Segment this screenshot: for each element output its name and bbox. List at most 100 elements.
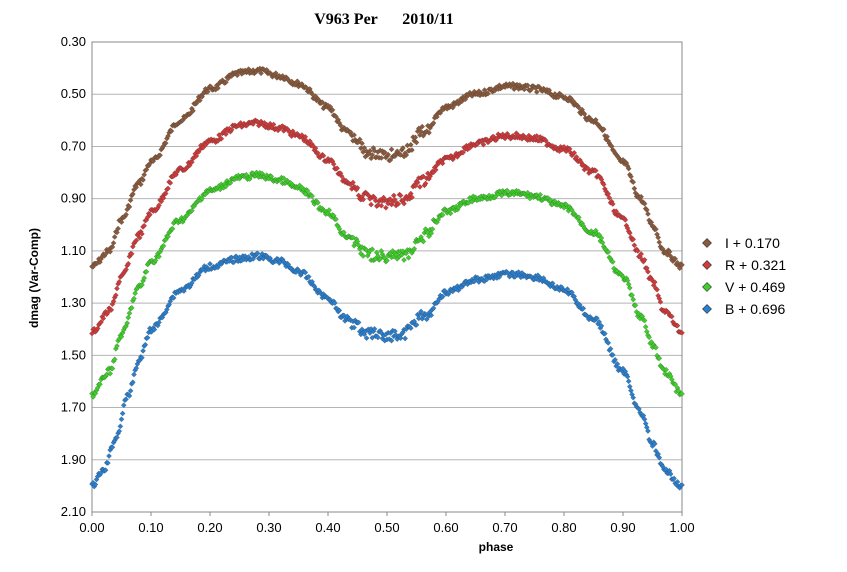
- data-point: [123, 396, 129, 403]
- data-point: [368, 155, 374, 162]
- data-point: [107, 248, 114, 255]
- data-point: [609, 351, 616, 358]
- data-point: [435, 216, 441, 223]
- data-point: [434, 113, 440, 120]
- data-point: [403, 250, 410, 257]
- y-tick-label: 0.70: [61, 138, 86, 153]
- data-point: [119, 410, 126, 417]
- data-point: [409, 194, 415, 201]
- y-axis-ticks: 0.30 0.50 0.70 0.90 1.10 1.30 1.50 1.70 1.90 2.10: [61, 34, 86, 519]
- y-tick-label: 0.90: [61, 191, 86, 206]
- data-point: [333, 113, 339, 120]
- data-point: [641, 256, 648, 263]
- data-point: [118, 416, 125, 423]
- data-point: [381, 149, 388, 156]
- data-point: [668, 313, 675, 320]
- data-point: [419, 123, 426, 130]
- data-point: [600, 181, 607, 188]
- data-point: [137, 181, 144, 188]
- data-point: [109, 365, 116, 372]
- data-point: [630, 236, 637, 243]
- data-point: [124, 320, 131, 327]
- data-point: [109, 244, 116, 250]
- data-point: [356, 136, 363, 143]
- data-point: [369, 246, 376, 253]
- data-point: [674, 479, 681, 485]
- data-point: [116, 428, 123, 435]
- data-point: [102, 467, 109, 474]
- data-point: [384, 257, 390, 264]
- data-point: [129, 379, 136, 386]
- data-point: [333, 216, 339, 223]
- plot-area: [91, 41, 683, 513]
- data-point: [114, 434, 120, 441]
- data-point: [126, 310, 133, 317]
- data-point: [649, 277, 656, 284]
- data-point: [400, 248, 406, 255]
- data-point: [355, 319, 362, 326]
- data-point: [542, 137, 549, 144]
- data-point: [645, 211, 651, 217]
- data-point: [411, 245, 418, 252]
- data-point: [641, 200, 648, 207]
- data-point: [107, 370, 114, 377]
- data-point: [679, 390, 685, 397]
- data-point: [385, 200, 392, 207]
- data-point: [144, 334, 151, 341]
- chart-title-date: 2010/11: [402, 11, 454, 28]
- data-point: [622, 217, 629, 223]
- data-point: [326, 207, 333, 213]
- chart-title-star: V963 Per: [314, 11, 378, 28]
- legend-label: I + 0.170: [725, 235, 780, 251]
- data-point: [309, 193, 315, 199]
- data-point: [533, 89, 540, 95]
- data-point: [674, 322, 681, 329]
- data-point: [504, 187, 511, 194]
- data-point: [655, 234, 662, 241]
- data-point: [97, 259, 103, 265]
- data-point: [656, 355, 663, 362]
- data-point: [136, 234, 143, 241]
- data-point: [428, 230, 435, 237]
- data-point: [227, 179, 234, 186]
- data-point: [270, 121, 277, 128]
- data-point: [170, 295, 177, 301]
- data-point: [609, 259, 616, 265]
- data-point: [605, 249, 612, 255]
- data-point: [634, 248, 641, 254]
- data-point: [375, 334, 381, 341]
- data-point: [336, 307, 343, 314]
- data-point: [280, 175, 287, 182]
- data-point: [164, 306, 170, 313]
- data-point: [412, 183, 419, 189]
- data-point: [111, 234, 118, 240]
- data-point: [631, 242, 638, 249]
- data-point: [397, 335, 404, 342]
- data-point: [645, 268, 651, 275]
- data-point: [204, 88, 211, 95]
- data-point: [397, 192, 404, 199]
- y-tick-label: 0.30: [61, 34, 86, 49]
- data-point: [382, 204, 389, 211]
- data-point: [405, 254, 412, 261]
- data-point: [331, 300, 338, 306]
- data-point: [638, 193, 645, 200]
- data-point: [114, 285, 120, 292]
- data-point: [128, 251, 135, 257]
- data-point: [368, 201, 374, 208]
- data-point: [575, 104, 582, 111]
- data-point: [120, 402, 127, 409]
- data-point: [390, 192, 397, 199]
- data-point: [449, 104, 456, 111]
- data-point: [413, 139, 420, 146]
- data-point: [129, 191, 136, 197]
- data-point: [632, 302, 639, 309]
- data-point: [604, 133, 610, 140]
- data-point: [117, 423, 124, 430]
- data-point: [215, 85, 221, 91]
- data-point: [663, 366, 669, 373]
- data-point: [679, 329, 685, 336]
- data-point: [152, 257, 159, 264]
- data-point: [125, 314, 132, 321]
- data-point: [118, 219, 125, 226]
